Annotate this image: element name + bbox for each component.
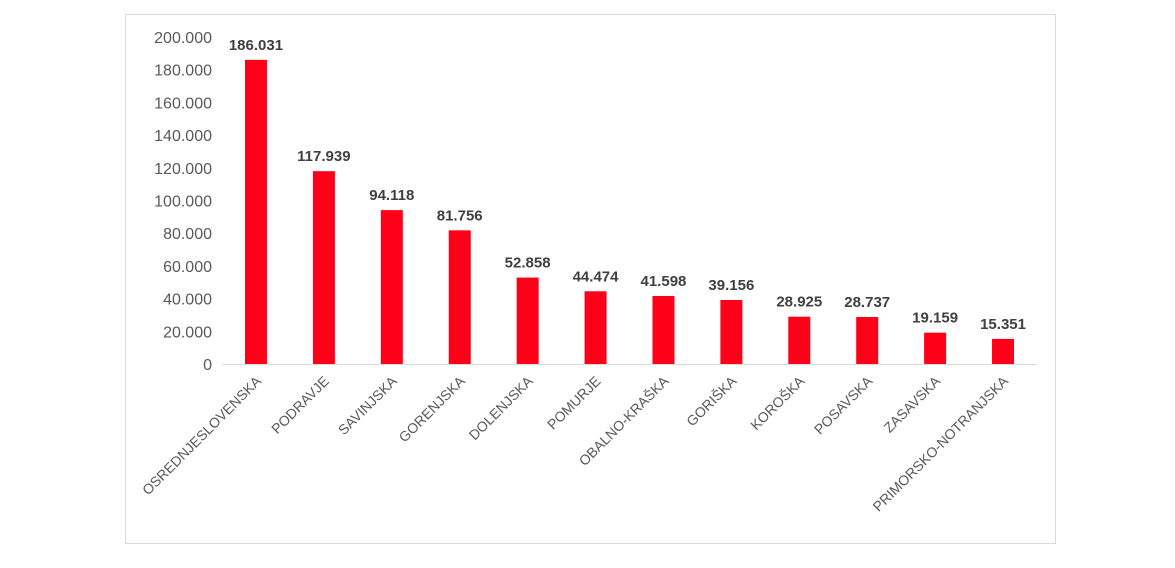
x-category-label: OSREDNJESLOVENSKA xyxy=(139,372,265,498)
y-tick-label: 140.000 xyxy=(154,128,212,145)
data-label: 39.156 xyxy=(708,277,754,294)
y-tick-label: 120.000 xyxy=(154,161,212,178)
bars xyxy=(244,59,1015,364)
data-label: 52.858 xyxy=(505,255,551,272)
bar-koroška xyxy=(788,316,811,364)
y-tick-label: 180.000 xyxy=(154,63,212,80)
data-label: 28.925 xyxy=(776,294,822,311)
y-tick-label: 0 xyxy=(203,357,212,374)
y-tick-label: 160.000 xyxy=(154,95,212,112)
data-labels: 186.031 117.939 94.118 81.756 52.858 44.474 41… xyxy=(229,37,1026,333)
data-label: 15.351 xyxy=(980,316,1026,333)
x-category-label: GORENJSKA xyxy=(395,372,468,445)
bar-pomurje xyxy=(584,291,607,364)
y-tick-label: 40.000 xyxy=(163,292,212,309)
y-tick-label: 100.000 xyxy=(154,194,212,211)
bar-osrednjeslovenska xyxy=(244,59,267,364)
x-category-label: ZASAVSKA xyxy=(880,372,943,435)
x-category-label: DOLENJSKA xyxy=(466,372,537,443)
bar-savinjska xyxy=(380,210,403,364)
x-category-label: POMURJE xyxy=(544,373,604,433)
bar-gorenjska xyxy=(448,230,471,364)
data-label: 41.598 xyxy=(641,273,687,290)
bar-podravje xyxy=(312,171,335,364)
bar-zasavska xyxy=(924,332,947,364)
x-category-label: PODRAVJE xyxy=(268,373,332,437)
y-axis: 0 20.000 40.000 60.000 80.000 100.000 120.000 1… xyxy=(154,30,212,374)
bar-primorsko-notranjska xyxy=(992,338,1015,364)
data-label: 81.756 xyxy=(437,207,483,224)
bar-goriška xyxy=(720,299,743,364)
bar-dolenjska xyxy=(516,277,539,364)
data-label: 186.031 xyxy=(229,37,283,54)
x-category-label: PRIMORSKO-NOTRANJSKA xyxy=(869,372,1011,514)
data-label: 94.118 xyxy=(369,187,414,204)
x-category-label: GORIŠKA xyxy=(683,372,740,429)
y-tick-label: 60.000 xyxy=(163,259,212,276)
bar-chart: 0 20.000 40.000 60.000 80.000 100.000 120.000 1… xyxy=(139,30,1037,514)
x-category-label: SAVINJSKA xyxy=(335,372,401,438)
y-tick-label: 80.000 xyxy=(163,226,212,243)
data-label: 19.159 xyxy=(912,310,958,327)
data-label: 28.737 xyxy=(844,294,890,311)
bar-posavska xyxy=(856,317,879,364)
data-label: 117.939 xyxy=(297,148,350,165)
category-labels: OSREDNJESLOVENSKA PODRAVJE SAVINJSKAGORENJ… xyxy=(139,372,1012,514)
y-tick-label: 200.000 xyxy=(154,30,212,47)
y-tick-label: 20.000 xyxy=(163,324,212,341)
chart-frame: 0 20.000 40.000 60.000 80.000 100.000 120.000 1… xyxy=(125,14,1056,544)
x-category-label: KOROŠKA xyxy=(747,372,808,433)
data-label: 44.474 xyxy=(573,268,620,285)
bar-obalno-kraška xyxy=(652,295,675,364)
x-category-label: POSAVSKA xyxy=(811,372,876,437)
